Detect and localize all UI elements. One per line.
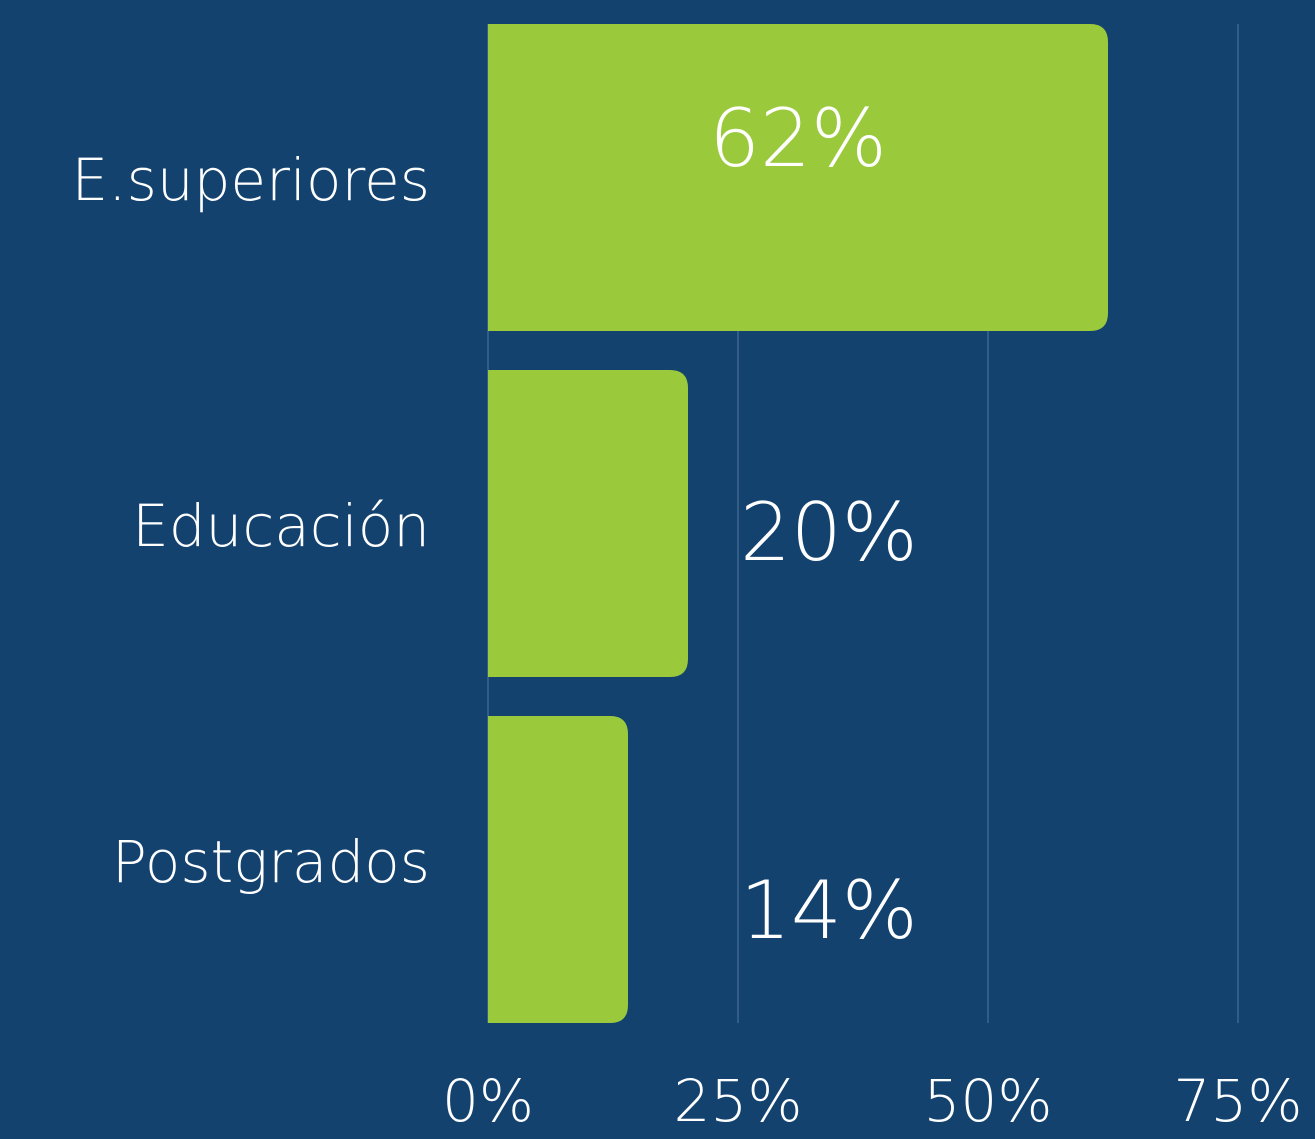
value-label: 20% bbox=[740, 486, 918, 579]
bar bbox=[488, 370, 688, 677]
value-label: 14% bbox=[740, 864, 918, 957]
x-tick-label: 25% bbox=[674, 1067, 803, 1135]
bar bbox=[488, 24, 1108, 331]
x-tick-label: 0% bbox=[442, 1067, 534, 1135]
y-tick-label: Educación bbox=[132, 492, 430, 560]
bar bbox=[488, 716, 628, 1023]
y-tick-label: Postgrados bbox=[112, 828, 430, 896]
y-tick-label: E.superiores bbox=[72, 146, 430, 214]
x-tick-label: 50% bbox=[924, 1067, 1053, 1135]
value-label: 62% bbox=[709, 92, 887, 185]
x-tick-label: 75% bbox=[1174, 1067, 1303, 1135]
